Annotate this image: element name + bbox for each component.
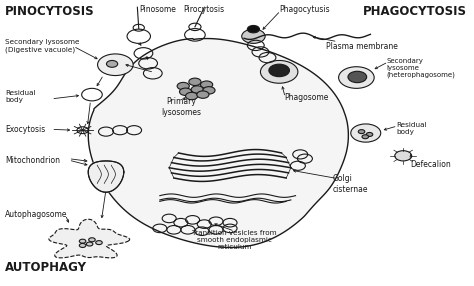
Text: AUTOPHAGY: AUTOPHAGY: [5, 261, 87, 274]
Polygon shape: [88, 39, 348, 247]
Circle shape: [191, 86, 203, 93]
Circle shape: [366, 132, 373, 136]
Text: Mitochondrion: Mitochondrion: [5, 156, 60, 165]
Circle shape: [362, 135, 369, 139]
Circle shape: [86, 242, 93, 246]
Circle shape: [98, 54, 133, 76]
Text: Residual
body: Residual body: [396, 122, 427, 135]
Text: PINOCYTOSIS: PINOCYTOSIS: [5, 5, 95, 18]
Circle shape: [348, 71, 367, 83]
Text: Phagocytusis: Phagocytusis: [279, 5, 330, 14]
Circle shape: [358, 130, 365, 134]
Circle shape: [177, 82, 189, 90]
Circle shape: [197, 91, 209, 98]
Polygon shape: [88, 161, 124, 192]
Circle shape: [89, 238, 95, 242]
Text: PHAGOCYTOSIS: PHAGOCYTOSIS: [363, 5, 466, 18]
Text: Defecalion: Defecalion: [410, 160, 451, 169]
Circle shape: [260, 60, 298, 83]
Circle shape: [185, 92, 198, 100]
Text: Primary
lysosomes: Primary lysosomes: [161, 98, 201, 117]
Circle shape: [269, 64, 290, 77]
Text: Plasma membrane: Plasma membrane: [326, 42, 398, 51]
Text: Transition vesicles from
smooth endoplasmic
reticulum: Transition vesicles from smooth endoplas…: [192, 230, 277, 250]
Circle shape: [395, 151, 411, 161]
Text: Autophagosome: Autophagosome: [5, 210, 68, 219]
Text: Pirocytosis: Pirocytosis: [184, 5, 225, 14]
Text: Pinosome: Pinosome: [139, 5, 176, 14]
Circle shape: [79, 243, 86, 247]
Circle shape: [351, 124, 381, 142]
Circle shape: [180, 88, 191, 96]
Text: Phagosome: Phagosome: [284, 93, 328, 102]
Circle shape: [338, 67, 374, 88]
Circle shape: [79, 239, 86, 243]
Circle shape: [203, 87, 215, 94]
Text: Exocytosis: Exocytosis: [5, 124, 46, 134]
Text: Secondary lysosome
(Digestive vacuole): Secondary lysosome (Digestive vacuole): [5, 39, 80, 53]
Text: Golgi
cisternae: Golgi cisternae: [333, 174, 368, 194]
Circle shape: [96, 241, 102, 245]
Circle shape: [242, 29, 265, 43]
Circle shape: [201, 81, 213, 88]
Text: Secondary
lysosome
(heterophagosome): Secondary lysosome (heterophagosome): [387, 57, 456, 78]
Circle shape: [189, 78, 201, 86]
Text: Residual
body: Residual body: [5, 90, 36, 103]
Polygon shape: [49, 219, 129, 258]
Circle shape: [107, 60, 118, 67]
Circle shape: [247, 25, 259, 33]
